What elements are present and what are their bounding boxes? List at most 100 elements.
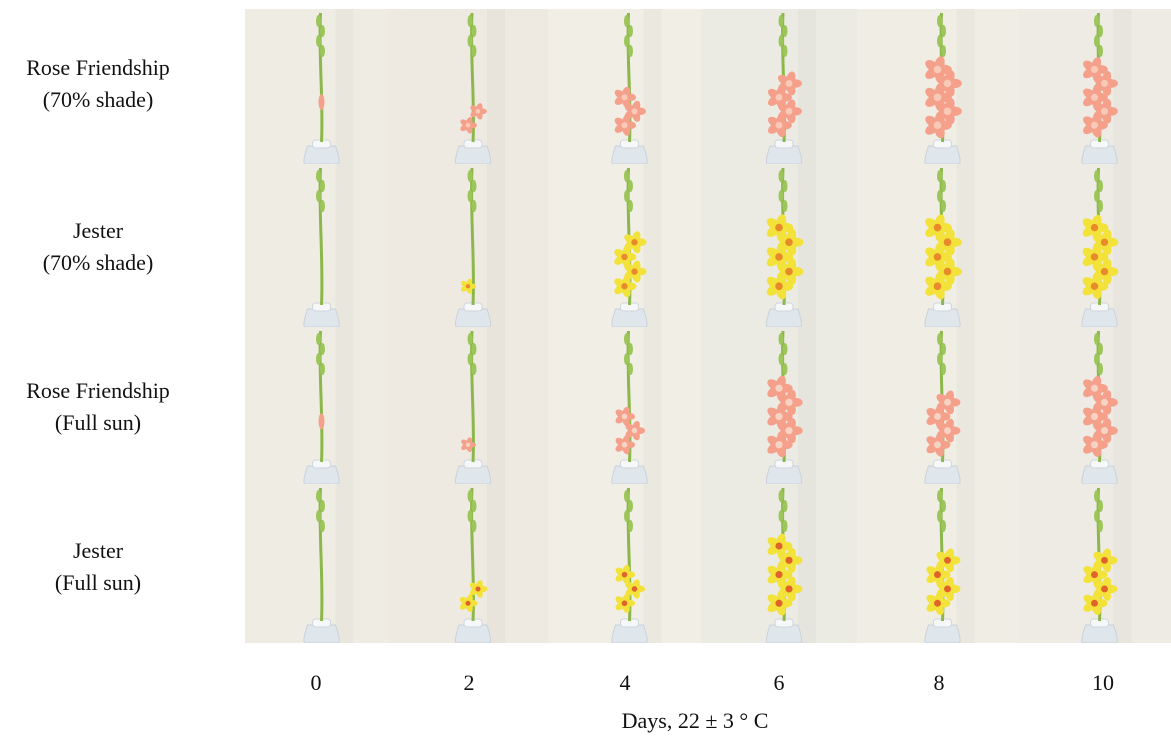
flower-illustration [548, 9, 701, 164]
row-label: Jester (70% shade) [0, 215, 196, 279]
flower-illustration [245, 164, 388, 327]
flower-illustration [245, 327, 388, 484]
floret [935, 229, 962, 256]
floret [615, 435, 636, 455]
flower-illustration [388, 164, 548, 327]
flower-photo [1018, 164, 1171, 327]
floret [1083, 57, 1108, 82]
flower-photo [548, 484, 701, 643]
floret [615, 564, 636, 585]
day-label: 4 [619, 670, 631, 695]
flower-illustration [245, 9, 388, 164]
flower-photo [388, 484, 548, 643]
flower-illustration [388, 327, 548, 484]
flower-photo [701, 327, 857, 484]
floret [1082, 214, 1109, 241]
row-label: Jester (Full sun) [0, 535, 196, 599]
flower-photo [1018, 484, 1171, 643]
floret [777, 71, 802, 96]
flower-illustration [701, 9, 857, 164]
floret [1083, 375, 1108, 401]
row-label-treatment: (Full sun) [54, 410, 142, 435]
floret [925, 273, 952, 300]
floret [925, 214, 952, 241]
flower-illustration [548, 484, 701, 643]
flower-illustration [857, 164, 1018, 327]
flower-illustration [701, 484, 857, 643]
flower-illustration [245, 484, 388, 643]
row-label: Rose Friendship (70% shade) [0, 52, 196, 116]
flower-illustration [857, 484, 1018, 643]
row-label-treatment: (Full sun) [54, 570, 142, 595]
flower-illustration [548, 164, 701, 327]
floret [1093, 548, 1118, 573]
day-label: 2 [463, 670, 475, 695]
flower-photo [245, 484, 388, 643]
flower-photo [1018, 327, 1171, 484]
flower-photo [245, 164, 388, 327]
floret [1083, 404, 1108, 429]
flower-photo [245, 9, 388, 164]
row-label-cultivar: Rose Friendship [26, 378, 170, 403]
row-label-cultivar: Jester [72, 538, 124, 563]
floret [767, 85, 792, 110]
floret [460, 117, 477, 134]
flower-illustration [388, 9, 548, 164]
day-label: 10 [1092, 670, 1114, 695]
floret [935, 70, 962, 97]
flower-photo [548, 164, 701, 327]
flower-photo [857, 484, 1018, 643]
flower-photo [388, 9, 548, 164]
row-label: Rose Friendship (Full sun) [0, 375, 196, 439]
flower-photo [857, 327, 1018, 484]
floret [614, 275, 637, 298]
flower-illustration [548, 327, 701, 484]
floret [615, 406, 636, 427]
flower-photo [1018, 9, 1171, 164]
floret [1093, 418, 1118, 443]
flower-photo [548, 327, 701, 484]
row-label-cultivar: Rose Friendship [26, 55, 170, 80]
floret [624, 231, 647, 254]
floret [614, 86, 636, 108]
floret [615, 593, 636, 613]
flower-illustration [1018, 9, 1171, 164]
flower-photo [701, 484, 857, 643]
flower-illustration [1018, 327, 1171, 484]
floret [461, 278, 477, 294]
row-label-cultivar: Jester [72, 218, 124, 243]
flower-illustration [857, 327, 1018, 484]
photo-grid [245, 9, 1171, 643]
floret [1083, 591, 1108, 616]
floret [777, 418, 803, 444]
flower-illustration [1018, 484, 1171, 643]
floret [1092, 229, 1119, 255]
axis-title: Days, 22 ± 3 ° C [621, 708, 769, 733]
floret [777, 99, 802, 124]
flower-photo [388, 327, 548, 484]
floret [625, 579, 646, 599]
floret [936, 548, 961, 573]
flower-photo [548, 9, 701, 164]
flower-photo [388, 164, 548, 327]
day-label: 0 [310, 670, 322, 695]
floret [767, 590, 793, 616]
floret [469, 580, 488, 598]
floret [459, 594, 478, 613]
floret [776, 258, 804, 285]
floret [470, 103, 487, 120]
floret [767, 533, 793, 559]
day-label: 6 [773, 670, 785, 695]
floret [935, 98, 962, 125]
floret [925, 56, 952, 83]
flower-illustration [701, 164, 857, 327]
floret [1083, 85, 1108, 110]
row-label-treatment: (70% shade) [42, 250, 154, 275]
flower-illustration [701, 327, 857, 484]
floret [935, 258, 962, 285]
flower-photo [701, 164, 857, 327]
row-label-treatment: (70% shade) [42, 87, 154, 112]
flower-photo [857, 164, 1018, 327]
floret [767, 375, 793, 401]
floret [624, 260, 647, 283]
